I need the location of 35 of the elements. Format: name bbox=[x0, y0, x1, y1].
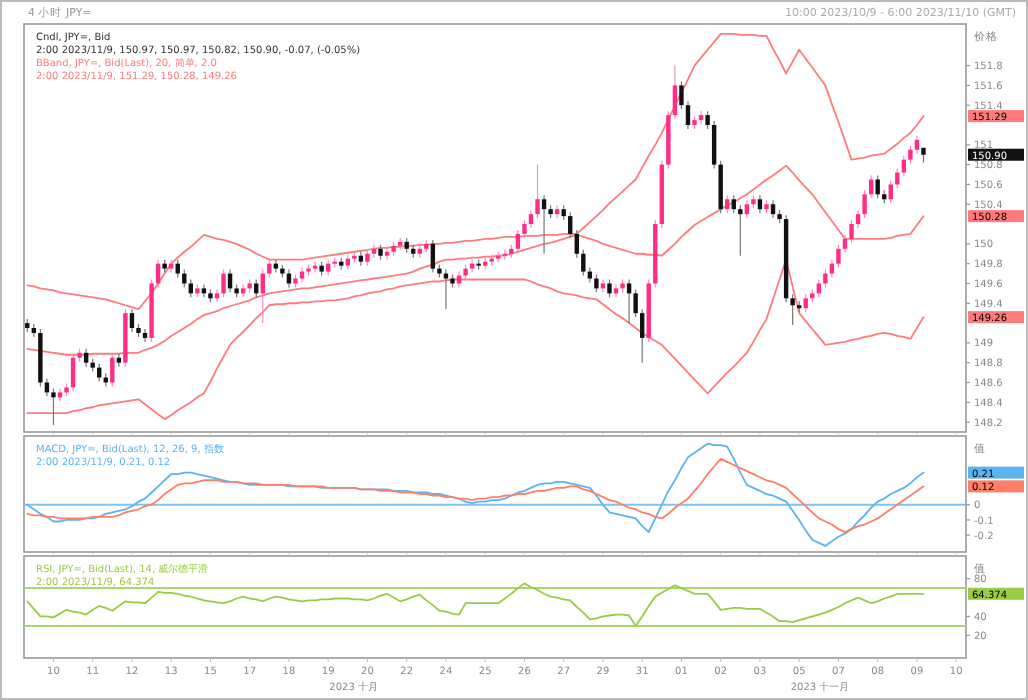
candlestick bbox=[574, 229, 579, 259]
candlestick bbox=[698, 110, 704, 125]
candlestick bbox=[639, 308, 645, 364]
candlestick bbox=[110, 353, 115, 388]
line-series bbox=[26, 458, 925, 534]
candlestick bbox=[554, 204, 560, 219]
line-series bbox=[26, 582, 925, 627]
candlestick bbox=[613, 283, 619, 298]
candlestick bbox=[600, 278, 606, 293]
candlestick bbox=[875, 174, 880, 199]
candlestick bbox=[541, 194, 547, 255]
candlestick bbox=[273, 259, 279, 274]
candlestick bbox=[116, 353, 122, 368]
candlestick bbox=[469, 259, 475, 274]
candlestick bbox=[129, 308, 135, 333]
candlestick bbox=[568, 211, 573, 239]
candlestick bbox=[888, 179, 893, 204]
candlestick bbox=[57, 387, 63, 402]
candlestick bbox=[384, 247, 390, 261]
candlestick bbox=[738, 204, 743, 257]
candlestick bbox=[397, 237, 403, 251]
candlestick bbox=[358, 251, 364, 267]
candlestick bbox=[142, 328, 148, 343]
candlestick bbox=[901, 155, 907, 178]
candlestick bbox=[515, 229, 521, 254]
candlestick bbox=[443, 268, 449, 310]
candlestick bbox=[581, 249, 586, 277]
candlestick bbox=[240, 283, 246, 298]
candlestick bbox=[626, 278, 632, 324]
candlestick bbox=[312, 261, 318, 274]
candlestick bbox=[371, 244, 377, 259]
candlestick bbox=[51, 387, 56, 426]
candlestick bbox=[201, 283, 207, 298]
candlestick bbox=[430, 239, 436, 274]
candlestick bbox=[221, 268, 226, 298]
